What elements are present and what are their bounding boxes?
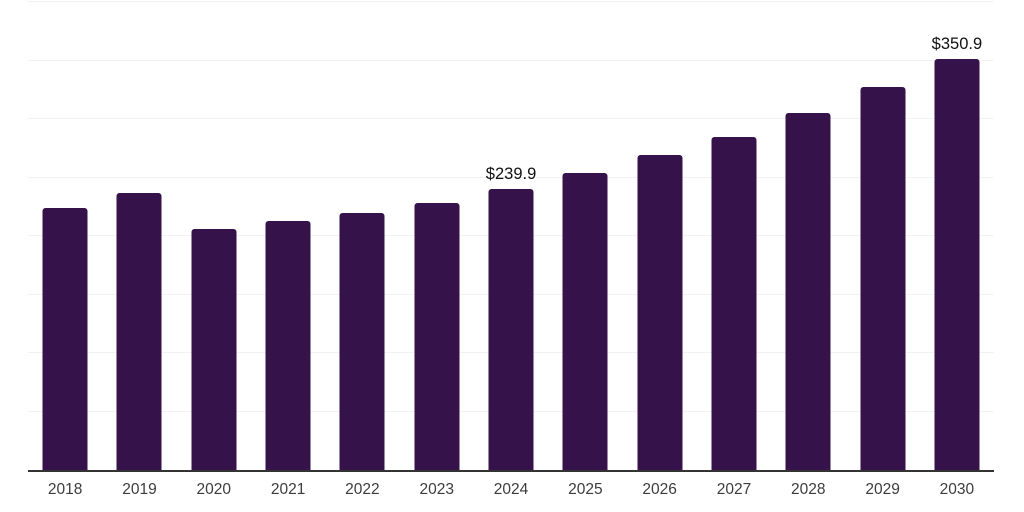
x-tick-label-2020: 2020 (196, 481, 232, 498)
bar-2022 (339, 212, 385, 470)
bar-slot-2025 (548, 2, 622, 470)
x-axis-line (28, 470, 994, 472)
x-axis-tick-labels: 2018 2019 2020 2021 2022 2023 2024 2025 2026 2027… (28, 478, 994, 501)
bar-slot-2021 (251, 2, 325, 470)
gridline-350 (28, 59, 994, 61)
bar-2019 (116, 192, 162, 470)
bar-2029 (860, 87, 906, 470)
x-tick-label-2021: 2021 (270, 481, 306, 498)
x-tick-label-2022: 2022 (345, 481, 380, 498)
x-tick-label-2025: 2025 (568, 481, 603, 498)
bar-2020 (191, 228, 237, 470)
bar-slot-2030: $350.9 (920, 2, 994, 470)
plot-area: $239.9 $350.9 (28, 1, 994, 472)
bar-slot-2018 (28, 2, 102, 470)
bar-2030 (934, 59, 980, 470)
bar-2023 (414, 202, 460, 470)
x-tick-label-2024: 2024 (493, 481, 529, 498)
bar-2024 (488, 189, 534, 470)
x-tick-label-2018: 2018 (47, 481, 83, 498)
bar-2027 (711, 137, 757, 470)
bar-slot-2019 (102, 2, 176, 470)
x-tick-label-2029: 2029 (865, 481, 900, 498)
bar-slot-2029 (845, 2, 919, 470)
bar-2026 (637, 154, 683, 470)
bar-slot-2028 (771, 2, 845, 470)
bar-2025 (562, 173, 608, 470)
gridline-400 (28, 1, 994, 2)
bar-slot-2023 (400, 2, 474, 470)
bar-slot-2024: $239.9 (474, 2, 548, 470)
gridline-300 (28, 118, 994, 119)
bar-2021 (265, 220, 311, 470)
bar-slot-2022 (325, 2, 399, 470)
x-tick-label-2030: 2030 (939, 481, 975, 498)
bar-value-label-2030: $350.9 (931, 34, 983, 53)
x-tick-label-2028: 2028 (791, 481, 826, 498)
bar-2018 (42, 207, 88, 470)
bars-row: $239.9 $350.9 (28, 2, 994, 470)
x-tick-label-2023: 2023 (419, 481, 454, 498)
bar-2028 (785, 113, 831, 470)
gridline-250 (28, 176, 994, 178)
bar-slot-2020 (177, 2, 251, 470)
x-tick-label-2027: 2027 (716, 481, 752, 498)
bar-slot-2027 (697, 2, 771, 470)
x-tick-label-2026: 2026 (642, 481, 677, 498)
bar-slot-2026 (623, 2, 697, 470)
x-tick-label-2019: 2019 (122, 481, 157, 498)
bar-value-label-2024: $239.9 (485, 164, 537, 183)
